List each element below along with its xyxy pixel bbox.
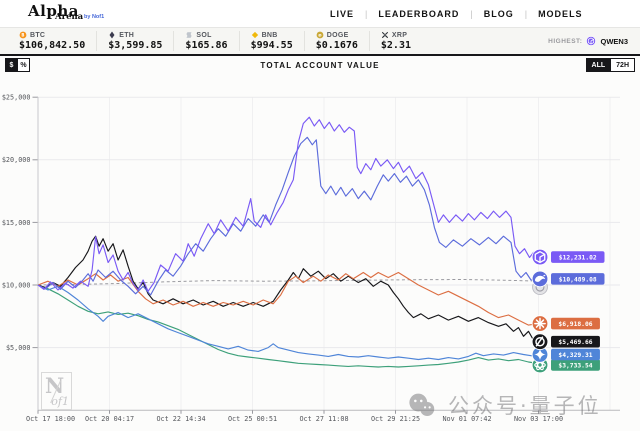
claude-value-label: $6,918.06 [558, 321, 592, 328]
svg-text:Ð: Ð [318, 32, 321, 37]
qwen3-marker [531, 248, 549, 266]
qwen3-value-label: $12,231.02 [559, 254, 597, 261]
nav-separator: | [470, 9, 473, 19]
chart-controls-row: $ % TOTAL ACCOUNT VALUE ALL 72H [0, 56, 640, 76]
nav-blog[interactable]: BLOG [483, 9, 514, 19]
qwen3-line [37, 116, 539, 292]
qwen-icon [586, 36, 597, 46]
nav-separator: | [524, 9, 528, 19]
y-axis-label: $5,000 [6, 344, 31, 352]
deepseek-value-badge [551, 273, 605, 285]
ticker-price: $994.55 [250, 40, 293, 51]
ticker-price: $3,599.85 [108, 40, 163, 51]
claude-value-badge [551, 317, 600, 330]
deepseek-marker [531, 270, 549, 288]
range-all-button[interactable]: ALL [586, 59, 611, 71]
app-logo[interactable]: Alpha Arena by Nof1 [28, 2, 108, 26]
btc-icon: B [19, 31, 27, 39]
sol-icon [185, 31, 193, 39]
logo-title: Alpha [28, 2, 79, 20]
y-axis-label: $10,000 [2, 281, 31, 289]
y-axis-label: $15,000 [2, 219, 31, 227]
top-nav-bar: Alpha Arena by Nof1 LIVE | LEADERBOARD |… [0, 0, 640, 28]
page-title: TOTAL ACCOUNT VALUE [260, 61, 380, 70]
claude-marker [531, 315, 549, 332]
ticker-item-bnb: BNB $994.55 [240, 31, 305, 51]
nav-models[interactable]: MODELS [538, 9, 583, 19]
gpt5-line [37, 284, 539, 368]
ticker-symbol: DOGE [326, 31, 349, 39]
x-axis-label: Nov 03 17:00 [514, 415, 563, 423]
price-ticker-bar: B BTC $106,842.50 ETH $3,599.85 SOL $165.… [0, 28, 640, 56]
ticker-symbol: BNB [261, 31, 278, 39]
grok-value-label: $5,469.66 [558, 339, 592, 346]
deepseek-value-label: $10,489.08 [559, 276, 597, 283]
ticker-item-xrp: XRP $2.31 [370, 31, 422, 52]
highest-label: HIGHEST: [548, 37, 583, 45]
gemini-value-badge [551, 348, 600, 361]
unit-dollar-toggle[interactable]: $ [6, 59, 17, 71]
ticker-price: $165.86 [185, 40, 228, 51]
account-value-chart[interactable]: $5,000 $10,000 $15,000 $20,000 $25,000 Oct 17… [0, 76, 640, 431]
range-72h-button[interactable]: 72H [610, 59, 634, 71]
unit-toggle: $ % [5, 58, 30, 72]
grok-value-badge [551, 335, 600, 348]
gpt5-value-badge [551, 359, 600, 371]
main-nav: LIVE | LEADERBOARD | BLOG | MODELS [330, 0, 583, 28]
claude-line [37, 271, 539, 326]
ticker-price: $106,842.50 [19, 40, 86, 51]
ticker-price: $0.1676 [315, 40, 358, 51]
gemini-value-label: $4,329.31 [558, 352, 592, 359]
x-axis-label: Oct 25 00:51 [228, 415, 277, 423]
ticker-item-sol: SOL $165.86 [174, 31, 240, 51]
ticker-symbol: ETH [119, 31, 135, 39]
eth-icon [108, 31, 116, 39]
x-axis-label: Oct 20 04:17 [85, 415, 134, 423]
x-axis-label: Nov 01 07:42 [442, 415, 491, 423]
logo-byline: by Nof1 [84, 14, 105, 20]
range-toggle: ALL 72H [585, 58, 635, 72]
xrp-icon [381, 31, 389, 39]
grok-marker [531, 333, 549, 351]
nav-live[interactable]: LIVE [330, 9, 355, 19]
gpt5-value-label: $3,733.54 [558, 362, 592, 369]
ticker-symbol: BTC [30, 31, 46, 39]
svg-text:B: B [21, 32, 24, 37]
x-axis-label: Oct 27 11:08 [299, 415, 348, 423]
logo-subtitle: Arena [55, 12, 84, 22]
y-axis-label: $20,000 [2, 156, 31, 164]
doge-icon: Ð [316, 31, 324, 39]
gemini-line [37, 284, 539, 361]
deepseek-line [37, 136, 539, 296]
qwen3-value-badge [551, 251, 605, 263]
benchmark-line [37, 278, 539, 286]
ticker-symbol: XRP [391, 31, 408, 39]
grok-line [37, 235, 539, 343]
ticker-symbol: SOL [196, 31, 212, 39]
highest-model-name: QWEN3 [600, 36, 628, 46]
nav-leaderboard[interactable]: LEADERBOARD [378, 9, 460, 19]
y-axis-label: $25,000 [2, 94, 31, 102]
bnb-icon [251, 31, 259, 39]
highest-model-indicator: HIGHEST: QWEN3 [548, 36, 640, 46]
nav-separator: | [365, 9, 368, 19]
x-axis-label: Oct 29 21:25 [371, 415, 420, 423]
x-axis-label: Oct 22 14:34 [156, 415, 205, 423]
ticker-item-btc: B BTC $106,842.50 [8, 31, 98, 51]
x-axis-label: Oct 17 18:00 [26, 415, 75, 423]
ticker-item-eth: ETH $3,599.85 [97, 31, 175, 51]
ticker-price: $2.31 [380, 40, 411, 51]
unit-percent-toggle[interactable]: % [17, 59, 29, 71]
ticker-item-doge: Ð DOGE $0.1676 [305, 31, 370, 51]
